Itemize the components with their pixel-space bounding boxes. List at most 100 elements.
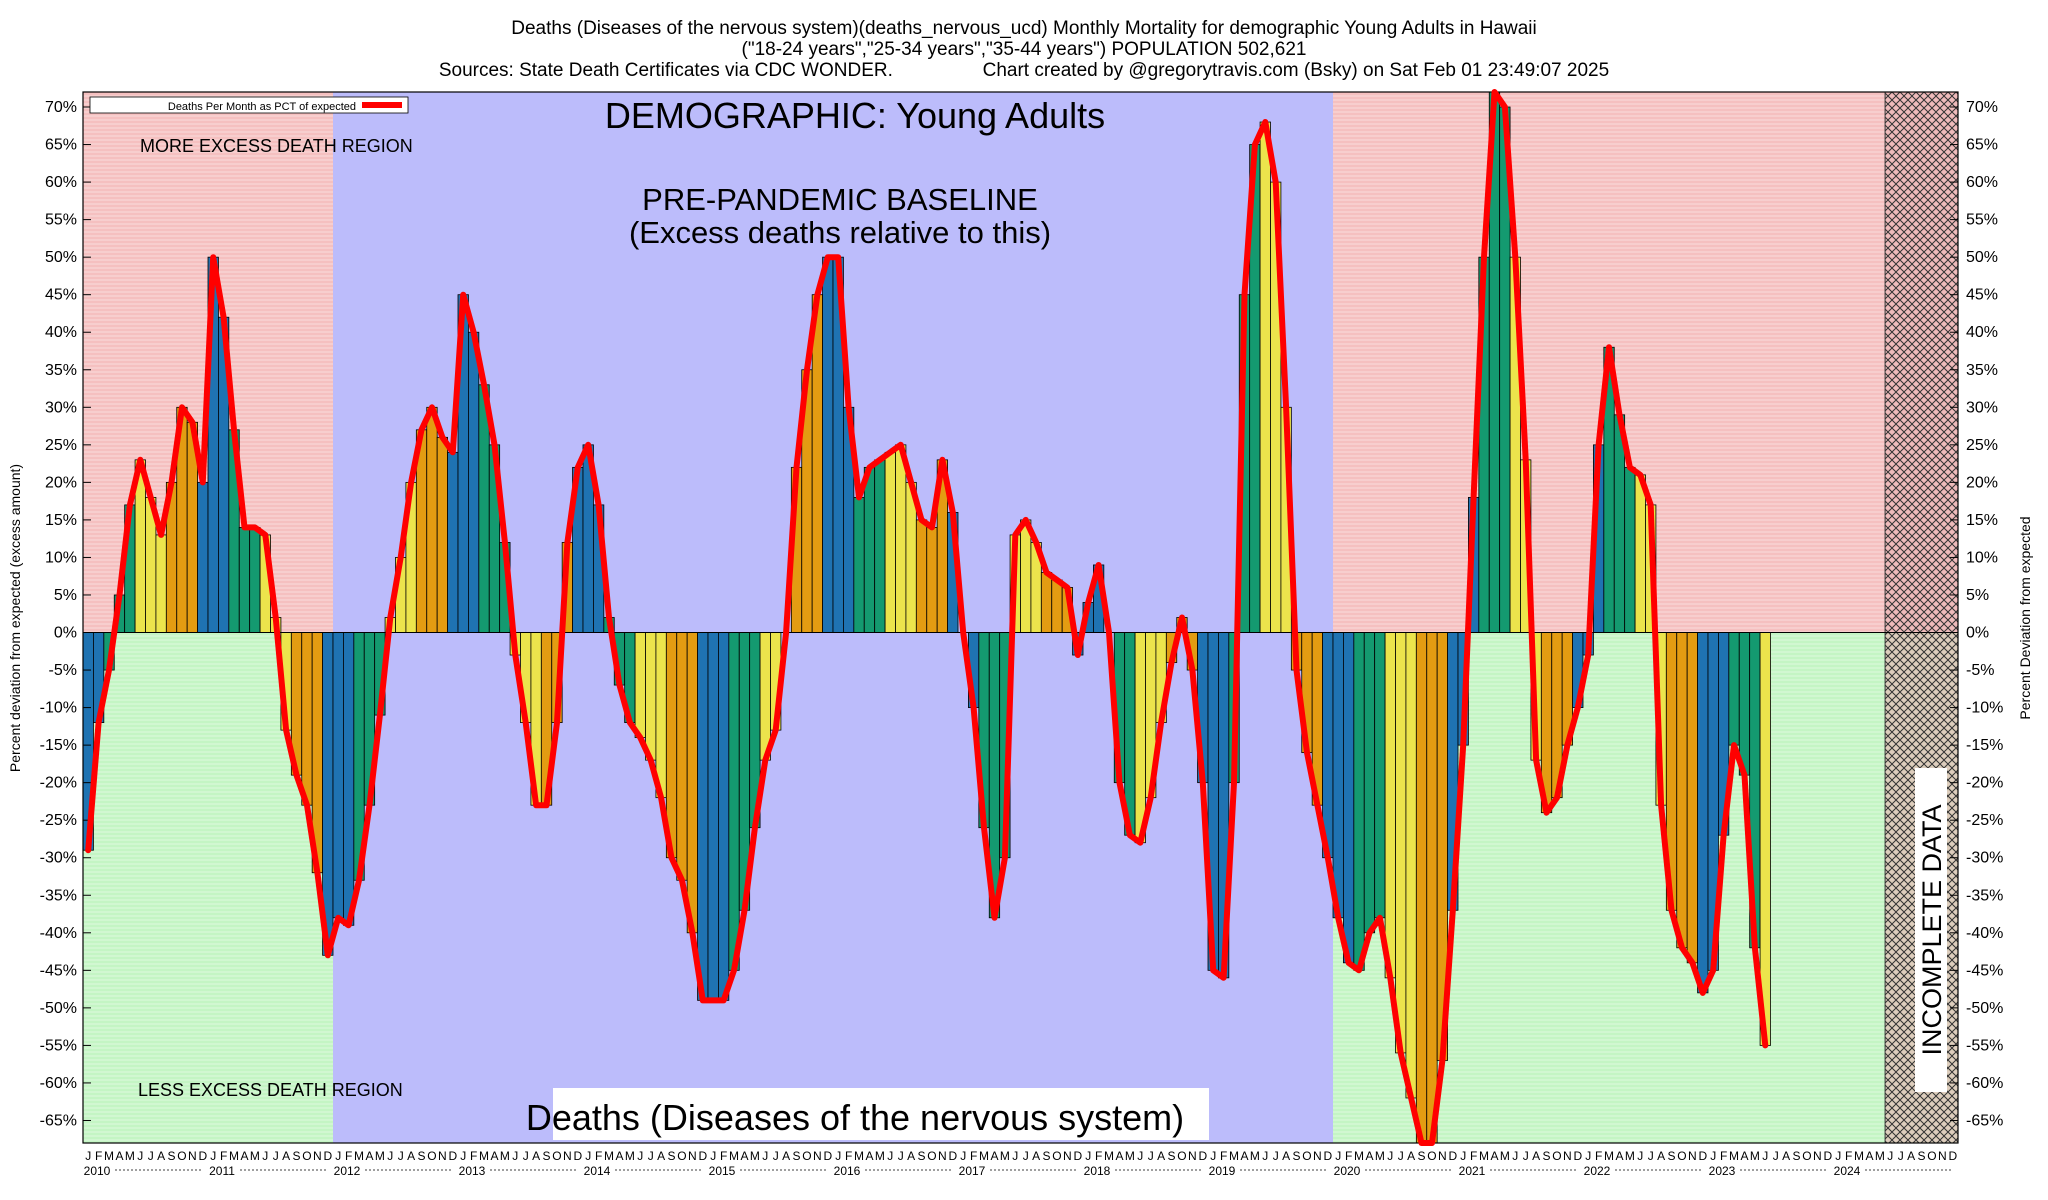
y-tick-label-right: -20% (1966, 775, 2003, 792)
x-tick-month: F (470, 1149, 477, 1163)
x-tick-month: F (1470, 1149, 1477, 1163)
bar (1363, 632, 1376, 934)
bar (915, 519, 928, 633)
incomplete-label-box (1915, 768, 1947, 1092)
x-tick-month: O (1427, 1149, 1436, 1163)
y-tick-label-right: 60% (1966, 174, 1998, 191)
bar (728, 632, 740, 971)
x-tick-month: A (1115, 1149, 1123, 1163)
x-tick-month: F (1220, 1149, 1227, 1163)
y-tick-label-right: -35% (1966, 887, 2003, 904)
x-tick-month: M (1729, 1149, 1739, 1163)
y-tick-label-left: -55% (40, 1037, 77, 1054)
x-tick-month: A (365, 1149, 373, 1163)
x-tick-year: 2013 (459, 1164, 486, 1178)
y-tick-label-right: 0% (1966, 625, 1989, 642)
bar (426, 406, 438, 633)
x-tick-month: M (1500, 1149, 1510, 1163)
x-tick-month: J (210, 1149, 216, 1163)
x-tick-month: F (845, 1149, 852, 1163)
y-tick-label-left: 10% (45, 549, 77, 566)
x-tick-month: J (262, 1149, 268, 1163)
y-tick-label-right: 25% (1966, 437, 1998, 454)
y-axis-label-right: Percent Deviation from expected (2017, 516, 2033, 719)
x-tick-month: D (448, 1149, 457, 1163)
x-tick-month: D (1198, 1149, 1207, 1163)
x-tick-month: S (668, 1149, 676, 1163)
x-tick-month: S (293, 1149, 301, 1163)
x-tick-month: D (823, 1149, 832, 1163)
x-tick-month: A (1240, 1149, 1248, 1163)
incomplete-data-label: INCOMPLETE DATA (1917, 804, 1947, 1055)
x-tick-month: M (1479, 1149, 1489, 1163)
bar (634, 632, 646, 739)
x-tick-month: A (157, 1149, 165, 1163)
x-tick-month: A (782, 1149, 790, 1163)
series-line (85, 89, 1769, 1146)
y-tick-label-left: 35% (45, 362, 77, 379)
year-label-bg (456, 1163, 490, 1177)
year-label-bg (331, 1163, 365, 1177)
x-tick-month: F (1720, 1149, 1727, 1163)
year-label-bg (1206, 1163, 1240, 1177)
x-tick-month: D (1448, 1149, 1457, 1163)
x-tick-month: F (1345, 1149, 1352, 1163)
year-label-bg (1081, 1163, 1115, 1177)
bar (707, 632, 719, 1001)
x-tick-year: 2024 (1834, 1164, 1861, 1178)
x-tick-month: M (1375, 1149, 1385, 1163)
y-tick-label-left: -40% (40, 925, 77, 942)
x-tick-month: J (1398, 1149, 1404, 1163)
x-tick-year: 2019 (1209, 1164, 1236, 1178)
x-tick-month: F (595, 1149, 602, 1163)
x-tick-month: A (1282, 1149, 1290, 1163)
y-tick-label-right: 35% (1966, 362, 1998, 379)
y-tick-label-right: 45% (1966, 287, 1998, 304)
y-tick-label-left: 0% (54, 625, 77, 642)
y-tick-label-right: -40% (1966, 925, 2003, 942)
x-tick-month: A (1490, 1149, 1498, 1163)
bar (447, 451, 459, 633)
x-tick-month: A (907, 1149, 915, 1163)
x-tick-month: F (1595, 1149, 1602, 1163)
bar (1686, 632, 1698, 964)
x-tick-month: J (710, 1149, 716, 1163)
x-tick-month: F (1845, 1149, 1852, 1163)
x-tick-month: O (802, 1149, 811, 1163)
x-tick-month: O (302, 1149, 311, 1163)
bar (1634, 474, 1646, 633)
y-tick-label-right: -45% (1966, 962, 2003, 979)
x-tick-month: M (1604, 1149, 1614, 1163)
x-tick-month: O (177, 1149, 186, 1163)
x-tick-month: A (657, 1149, 665, 1163)
bar (853, 496, 865, 633)
x-tick-month: N (1813, 1149, 1822, 1163)
y-tick-label-right: -30% (1966, 850, 2003, 867)
y-tick-label-left: -35% (40, 887, 77, 904)
x-tick-month: J (1137, 1149, 1143, 1163)
year-label-bg (1831, 1163, 1865, 1177)
x-tick-month: J (1585, 1149, 1591, 1163)
x-tick-month: F (345, 1149, 352, 1163)
x-tick-month: S (918, 1149, 926, 1163)
x-tick-year: 2023 (1709, 1164, 1736, 1178)
y-tick-label-right: -10% (1966, 700, 2003, 717)
year-label-bg (81, 1163, 115, 1177)
x-tick-month: M (1104, 1149, 1114, 1163)
x-tick-month: J (1637, 1149, 1643, 1163)
x-tick-month: M (604, 1149, 614, 1163)
y-tick-label-right: -50% (1966, 1000, 2003, 1017)
x-tick-month: J (1023, 1149, 1029, 1163)
x-tick-month: J (85, 1149, 91, 1163)
bar (1676, 632, 1688, 949)
x-tick-month: J (335, 1149, 341, 1163)
x-tick-month: J (960, 1149, 966, 1163)
x-tick-month: A (1365, 1149, 1373, 1163)
x-tick-month: D (1698, 1149, 1707, 1163)
bar (874, 459, 886, 633)
bar (1728, 632, 1740, 746)
x-tick-month: J (1387, 1149, 1393, 1163)
x-tick-month: D (948, 1149, 957, 1163)
x-tick-month: J (460, 1149, 466, 1163)
x-tick-month: J (1460, 1149, 1466, 1163)
